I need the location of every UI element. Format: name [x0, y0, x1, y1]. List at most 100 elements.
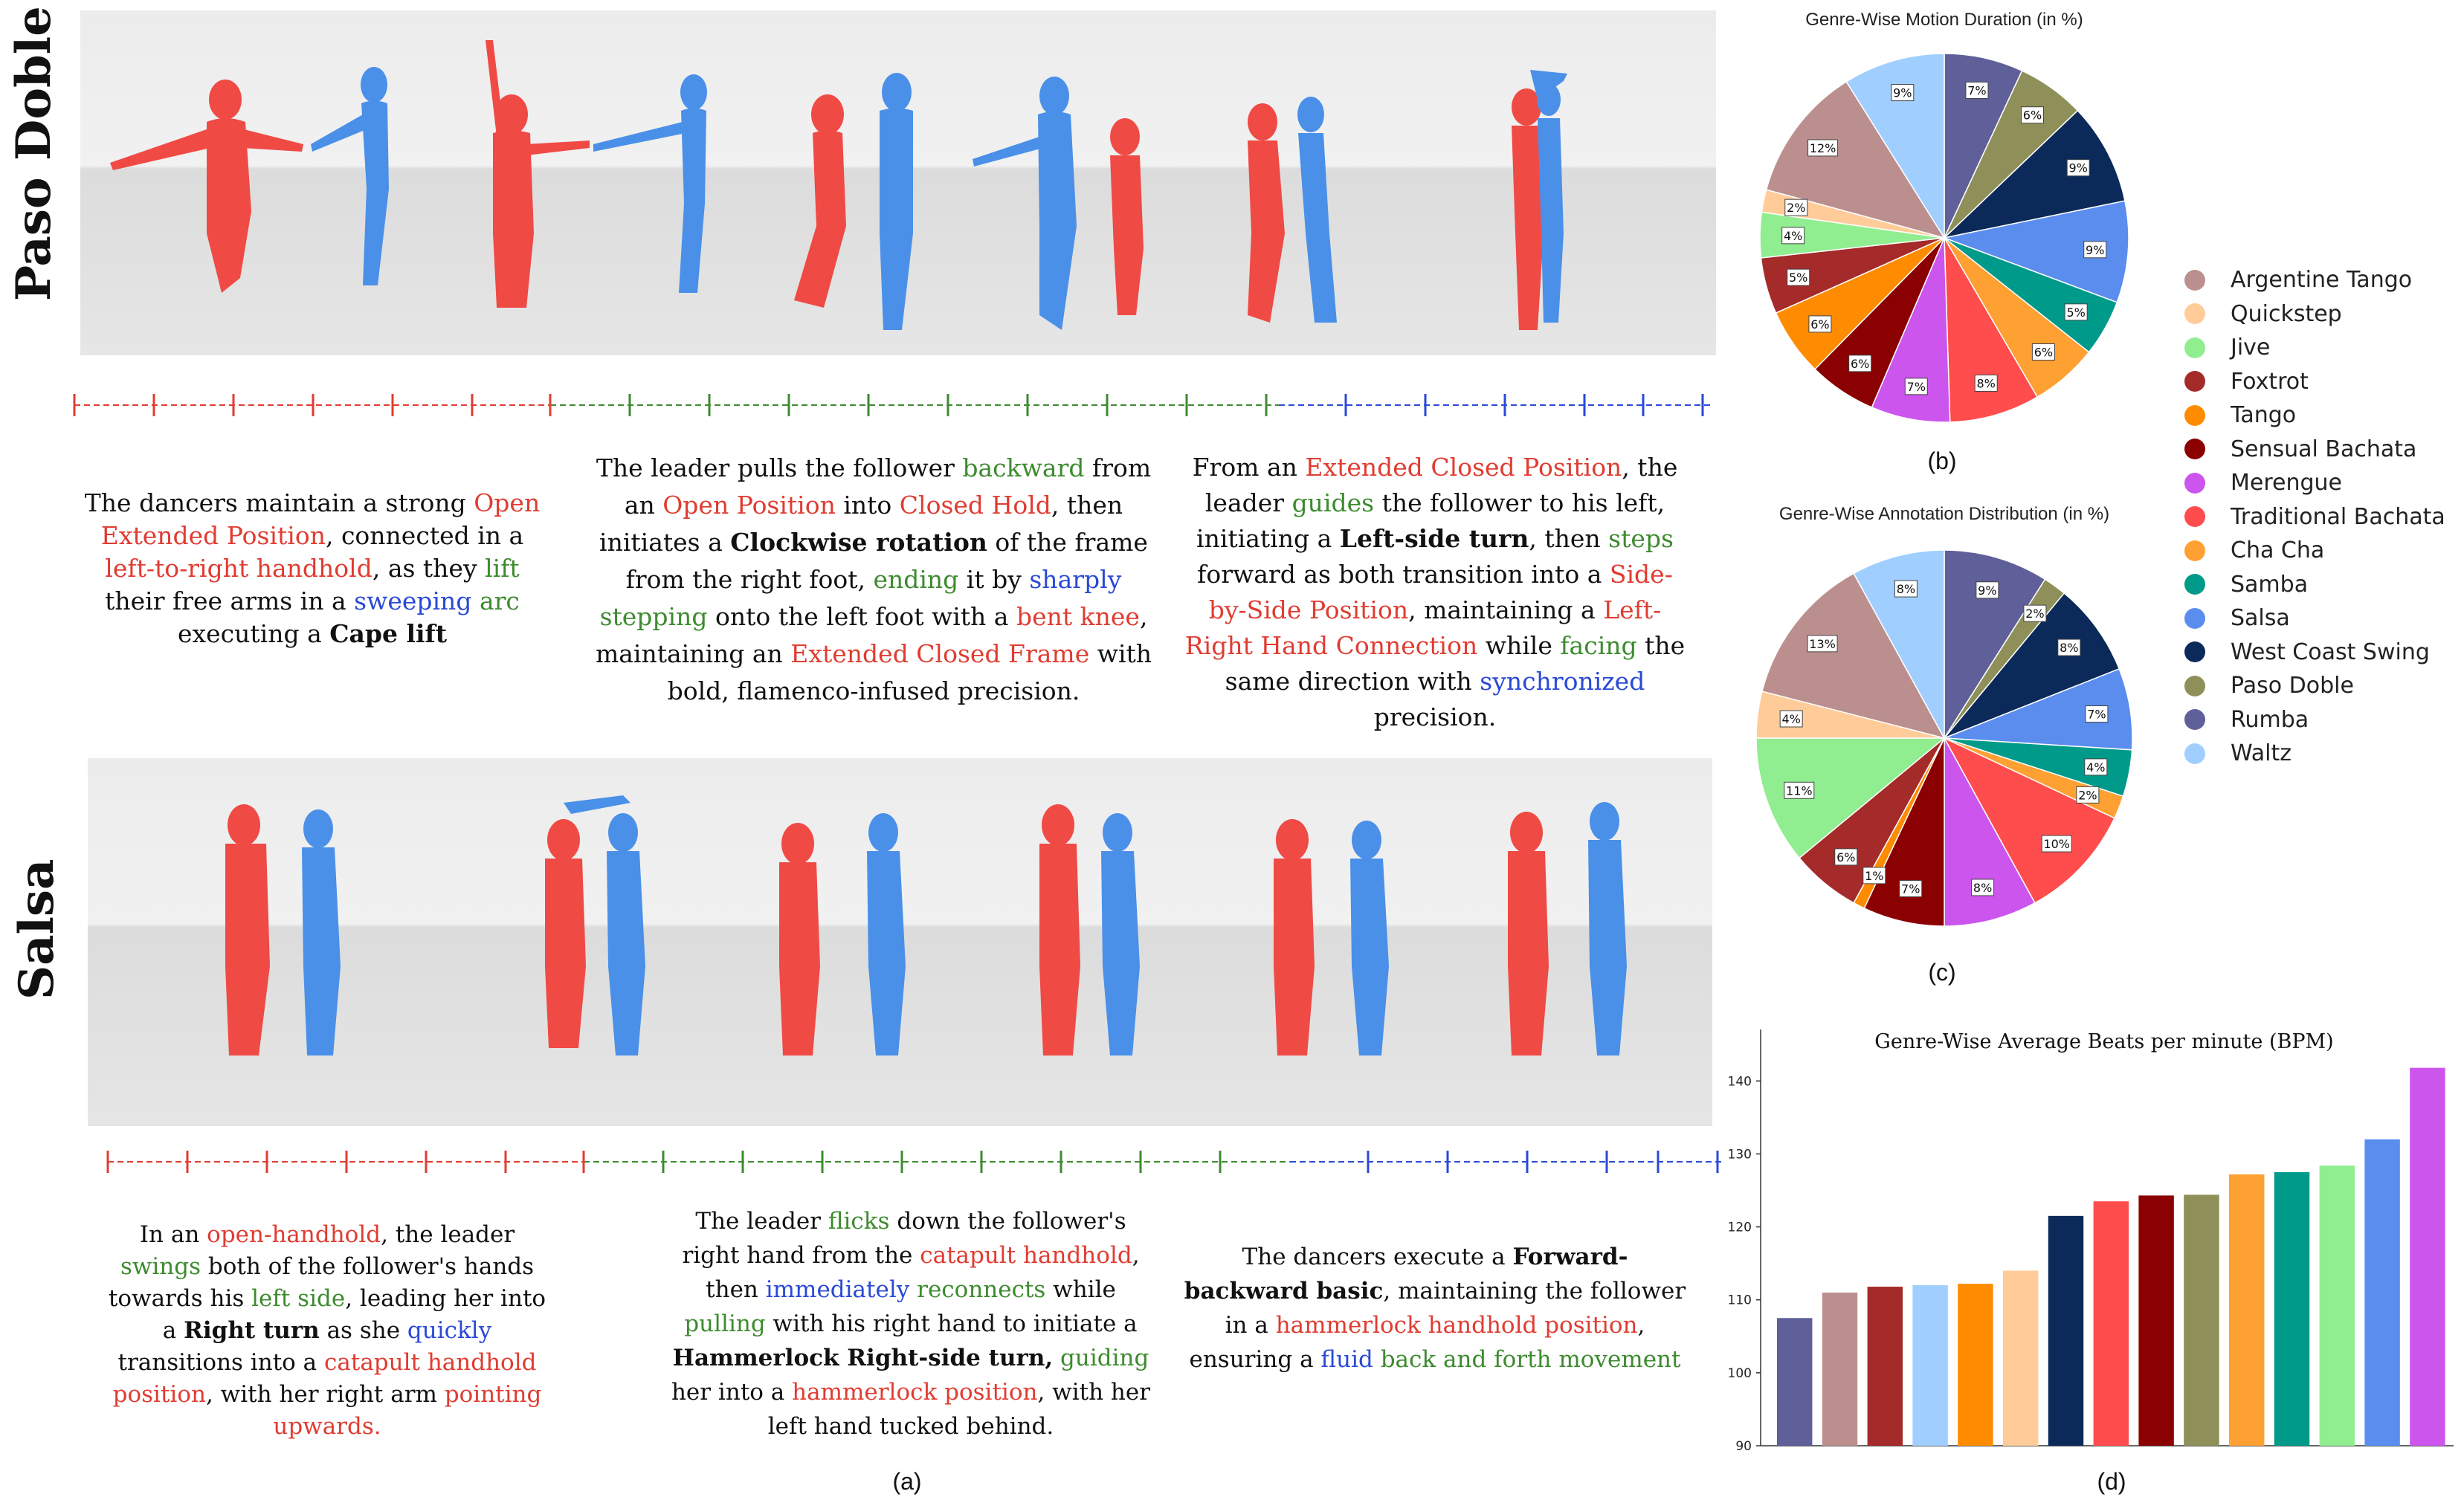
y-tick-label: 120 [1728, 1221, 1752, 1235]
caption-segment: facing [1560, 631, 1637, 660]
salsa-pair-6 [1508, 802, 1627, 1056]
bar [2410, 1067, 2445, 1446]
caption-segment: left-to-right handhold [105, 554, 372, 583]
caption-segment: Side-by-Side Position [1208, 560, 1673, 624]
caption-segment [909, 1276, 917, 1303]
caption-segment: it by [958, 565, 1030, 594]
pie-data-label: 9% [1893, 86, 1912, 100]
pie-label-box [1862, 867, 1886, 885]
caption-segment: with his right hand to initiate a [765, 1310, 1138, 1337]
pie-data-label: 8% [1973, 881, 1992, 895]
caption-segment: steps [1608, 524, 1674, 553]
salsa-render-panel [88, 758, 1712, 1126]
caption-segment: catapult handhold position [112, 1349, 537, 1408]
pie-b-title: Genre-Wise Motion Duration (in %) [1805, 10, 2083, 30]
legend-label: Foxtrot [2231, 368, 2309, 395]
pie-data-label: 12% [1810, 141, 1836, 155]
caption-segment [471, 586, 480, 615]
caption-paso-doble-2: The leader pulls the follower backward f… [591, 450, 1156, 710]
legend-label: Argentine Tango [2231, 267, 2413, 294]
pie-label-box [1974, 374, 1998, 392]
caption-segment: immediately [765, 1276, 910, 1303]
caption-segment: The dancers maintain a strong [84, 488, 474, 517]
legend-item: Sensual Bachata [2184, 433, 2460, 467]
caption-segment: hammerlock position [792, 1379, 1038, 1406]
caption-segment: Extended Closed Frame [790, 639, 1090, 668]
caption-paso-doble-1: The dancers maintain a strong Open Exten… [74, 487, 550, 650]
pie-data-label: 2% [1787, 201, 1805, 215]
caption-segment: sharply [1029, 565, 1122, 594]
caption-paso-doble-3: From an Extended Closed Position, the le… [1182, 450, 1688, 735]
pie-data-label: 8% [2060, 641, 2078, 655]
legend-swatch [2184, 540, 2205, 561]
legend-swatch [2184, 472, 2205, 494]
legend-item: Rumba [2184, 703, 2460, 737]
row-label-salsa: Salsa [9, 859, 65, 1000]
caption-segment: executing a [178, 619, 330, 648]
row-label-paso-doble: Paso Doble [6, 6, 62, 301]
pie-slice [1944, 549, 2046, 740]
caption-segment: , maintaining the follower in a [1225, 1278, 1686, 1339]
caption-segment: , then initiates a [599, 491, 1123, 557]
salsa-pair-1 [225, 804, 341, 1056]
legend-item: Foxtrot [2184, 365, 2460, 399]
pie-data-label: 7% [1967, 83, 1986, 97]
legend-label: Quickstep [2231, 300, 2342, 327]
caption-segment: In an [139, 1221, 207, 1248]
bar [2003, 1270, 2039, 1446]
caption-segment: open-handhold [207, 1221, 381, 1248]
caption-segment: pulling [684, 1310, 766, 1337]
pie-slice [1944, 53, 2023, 239]
pie-label-box [1965, 81, 1989, 99]
caption-salsa-3: The dancers execute a Forward-backward b… [1182, 1240, 1688, 1377]
legend-label: Jive [2231, 334, 2271, 361]
pie-data-label: 7% [1907, 380, 1926, 394]
caption-segment: stepping [599, 602, 708, 631]
caption-salsa-2: The leader flicks down the follower's ri… [669, 1204, 1152, 1444]
pie-data-label: 9% [1978, 583, 1996, 598]
legend-label: Paso Doble [2231, 673, 2354, 699]
caption-segment: with bold, flamenco-infused precision. [667, 639, 1152, 705]
pie-label-box [1848, 355, 1872, 372]
pie-data-label: 8% [1897, 582, 1915, 596]
caption-segment: bent knee [1016, 602, 1140, 631]
caption-segment: arc [479, 586, 520, 615]
salsa-dancer-figures [225, 795, 1627, 1056]
pie-label-box [1891, 84, 1915, 102]
bar [2229, 1174, 2265, 1446]
pie-label-box [1779, 710, 1803, 728]
caption-segment: sweeping [354, 586, 472, 615]
pie-label-box [1904, 378, 1928, 395]
caption-segment: the same direction with [1225, 631, 1686, 696]
caption-segment: precision. [1373, 702, 1497, 731]
pie-label-box [2023, 604, 2047, 622]
caption-segment: their free arms in a [105, 586, 355, 615]
legend-label: Sensual Bachata [2231, 436, 2417, 462]
pie-label-box [1834, 848, 1858, 866]
legend-swatch [2184, 641, 2205, 663]
pie-label-box [2066, 159, 2090, 177]
bar [2364, 1139, 2400, 1446]
caption-segment: , then [1529, 524, 1609, 553]
pie-slice [1761, 572, 1946, 740]
caption-segment: Hammerlock Right-side turn, [672, 1345, 1054, 1371]
pie-slice [1943, 737, 2115, 904]
legend-swatch [2184, 439, 2205, 460]
pie-slice [1944, 592, 2120, 739]
legend-label: Salsa [2231, 605, 2290, 632]
pie-chart-annotation-distribution: 9% 2% 8% 7% 4% 2% 10% 8% 7% 1% 6% 11% 4% 13% 8% [1755, 549, 2133, 927]
pie-label-box [1894, 580, 1918, 598]
caption-segment: , leading her into a [162, 1285, 546, 1344]
legend-label: Merengue [2231, 470, 2342, 497]
caption-segment: while [1045, 1276, 1116, 1303]
pie-slice [1755, 737, 1947, 859]
y-tick-label: 110 [1728, 1293, 1752, 1308]
caption-segment: forward as both transition into a [1197, 560, 1610, 589]
legend-item: Jive [2184, 331, 2460, 365]
caption-segment: Forward-backward basic [1184, 1244, 1628, 1305]
pie-label-box [1808, 315, 1832, 333]
bar [1958, 1284, 1993, 1446]
pie-slice [1944, 667, 2133, 751]
pie-data-label: 5% [1789, 271, 1807, 285]
caption-segment: The dancers execute a [1242, 1244, 1513, 1270]
